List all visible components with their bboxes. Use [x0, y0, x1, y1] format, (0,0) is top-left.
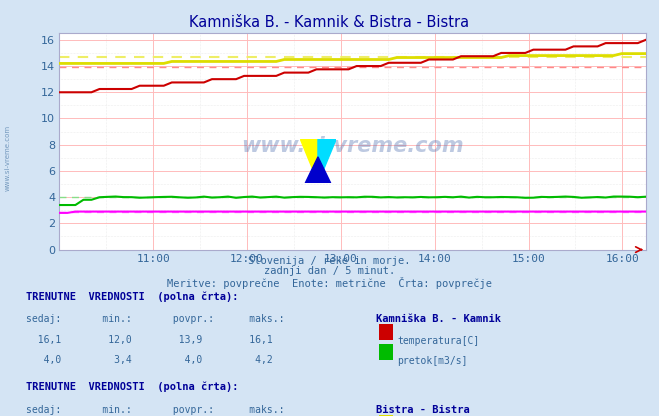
Text: zadnji dan / 5 minut.: zadnji dan / 5 minut.	[264, 266, 395, 276]
Text: 4,0         3,4         4,0         4,2: 4,0 3,4 4,0 4,2	[26, 355, 273, 365]
Text: sedaj:       min.:       povpr.:      maks.:: sedaj: min.: povpr.: maks.:	[26, 314, 285, 324]
Text: Bistra - Bistra: Bistra - Bistra	[376, 405, 469, 415]
Text: Slovenija / reke in morje.: Slovenija / reke in morje.	[248, 256, 411, 266]
Text: www.si-vreme.com: www.si-vreme.com	[5, 125, 11, 191]
Text: Kamniška B. - Kamnik & Bistra - Bistra: Kamniška B. - Kamnik & Bistra - Bistra	[189, 15, 470, 30]
Polygon shape	[318, 139, 336, 183]
Text: Kamniška B. - Kamnik: Kamniška B. - Kamnik	[376, 314, 501, 324]
Polygon shape	[300, 139, 318, 183]
Text: temperatura[C]: temperatura[C]	[397, 336, 480, 346]
Text: TRENUTNE  VREDNOSTI  (polna črta):: TRENUTNE VREDNOSTI (polna črta):	[26, 291, 239, 302]
Polygon shape	[305, 157, 331, 183]
Text: www.si-vreme.com: www.si-vreme.com	[241, 136, 464, 156]
Text: Meritve: povprečne  Enote: metrične  Črta: povprečje: Meritve: povprečne Enote: metrične Črta:…	[167, 277, 492, 289]
Text: pretok[m3/s]: pretok[m3/s]	[397, 356, 468, 366]
Text: 16,1        12,0        13,9        16,1: 16,1 12,0 13,9 16,1	[26, 335, 273, 345]
Text: sedaj:       min.:       povpr.:      maks.:: sedaj: min.: povpr.: maks.:	[26, 405, 285, 415]
Text: TRENUTNE  VREDNOSTI  (polna črta):: TRENUTNE VREDNOSTI (polna črta):	[26, 382, 239, 392]
